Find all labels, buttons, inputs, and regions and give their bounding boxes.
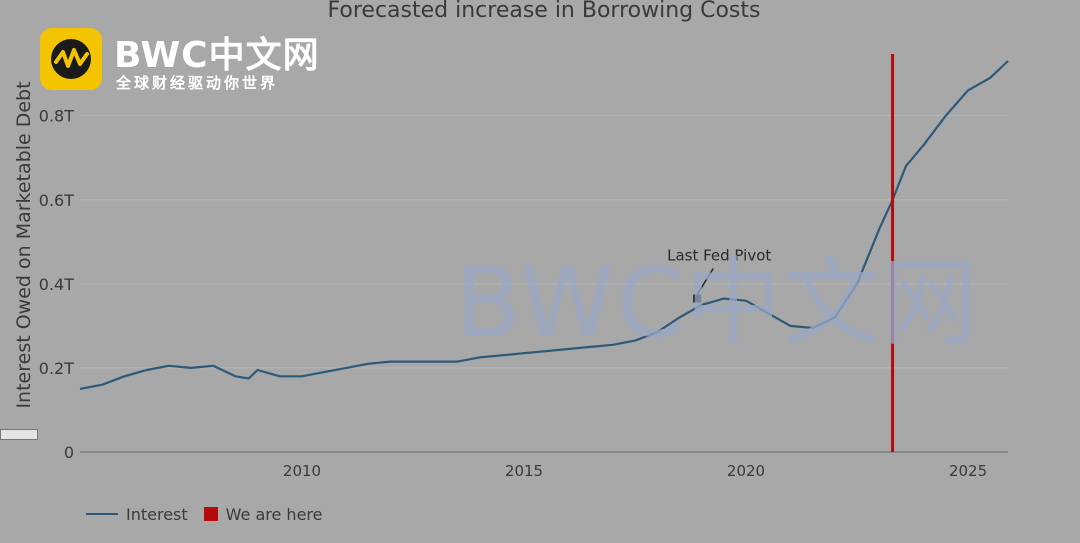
- y-axis-title: Interest Owed on Marketable Debt: [13, 81, 35, 408]
- brand-logo: BWC中文网 全球财经驱动你世界: [40, 28, 340, 96]
- y-tick-label: 0.2T: [39, 359, 74, 378]
- brand-logo-icon: [40, 28, 102, 90]
- annotation-marker: [693, 294, 702, 303]
- chart-legend: Interest We are here: [86, 502, 322, 526]
- legend-label-we-are-here: We are here: [225, 504, 323, 524]
- brand-logo-title: BWC中文网: [114, 35, 320, 76]
- brand-logo-subtitle: 全球财经驱动你世界: [116, 74, 279, 92]
- chart-title: Forecasted increase in Borrowing Costs: [328, 0, 761, 23]
- annotation-arrow: [696, 268, 714, 295]
- interest-series-line: [79, 60, 1009, 390]
- y-tick-label: 0.8T: [39, 107, 74, 126]
- legend-item-we-are-here[interactable]: We are here: [203, 504, 323, 524]
- y-tick-label: 0.4T: [39, 275, 74, 294]
- legend-square-swatch: [203, 507, 218, 521]
- x-tick-label: 2025: [949, 462, 987, 480]
- annotation-label: Last Fed Pivot: [667, 247, 771, 265]
- y-tick-label: 0: [64, 443, 74, 462]
- legend-item-interest[interactable]: Interest: [86, 505, 188, 524]
- x-tick-label: 2015: [505, 462, 543, 480]
- x-tick-label: 2010: [283, 462, 321, 480]
- y-tick-label: 0.6T: [39, 191, 74, 210]
- chart-toolbar[interactable]: [0, 429, 38, 440]
- watermark-text: BWC中文网: [455, 247, 980, 359]
- legend-line-swatch: [86, 513, 118, 515]
- legend-label-interest: Interest: [126, 504, 188, 524]
- x-tick-label: 2020: [727, 462, 765, 480]
